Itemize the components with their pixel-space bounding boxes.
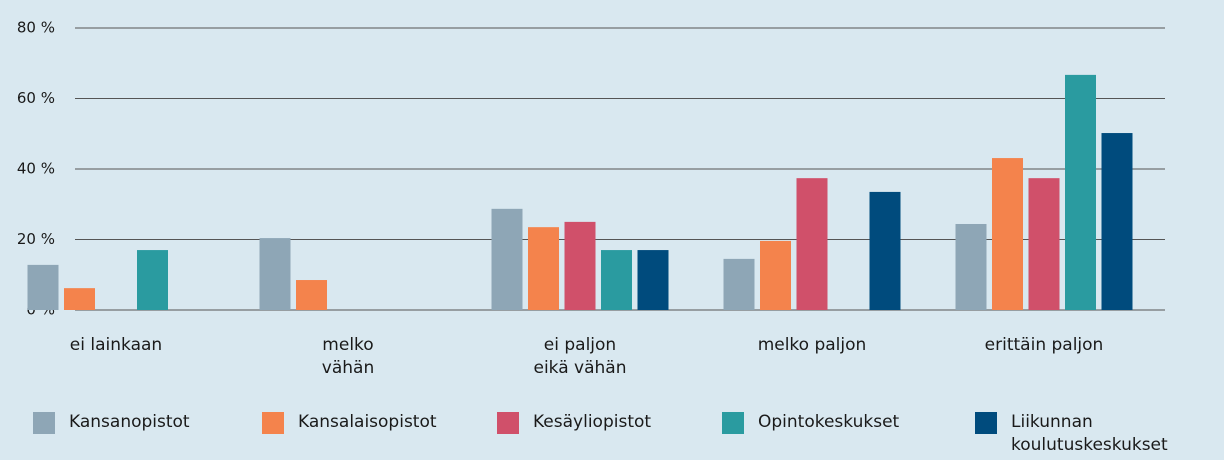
legend-swatch xyxy=(33,412,55,434)
bar xyxy=(760,240,791,310)
x-tick-label: melko vähän xyxy=(321,335,375,378)
bar xyxy=(259,238,291,310)
x-tick-label: erittäin paljon xyxy=(984,335,1104,355)
bar xyxy=(564,221,596,310)
legend-swatch xyxy=(262,412,284,434)
legend-swatch xyxy=(497,412,519,434)
bar xyxy=(528,227,559,310)
bar xyxy=(601,250,632,310)
legend-label: Kansalaisopistot xyxy=(298,412,437,432)
y-tick-label: 40 % xyxy=(17,160,55,178)
bar xyxy=(491,208,523,310)
legend-label: Liikunnan koulutuskeskukset xyxy=(1011,412,1168,455)
bar xyxy=(1065,74,1096,310)
legend-label: Kansanopistot xyxy=(69,412,190,432)
y-tick-label: 60 % xyxy=(17,89,55,107)
bar xyxy=(137,250,168,310)
bar xyxy=(296,280,327,310)
bar xyxy=(955,223,987,310)
bar xyxy=(1101,133,1133,310)
bar xyxy=(869,191,901,310)
bar xyxy=(27,264,59,310)
legend-swatch xyxy=(975,412,997,434)
x-tick-label: ei lainkaan xyxy=(69,335,163,355)
bar xyxy=(637,250,669,310)
y-tick-label: 20 % xyxy=(17,230,55,248)
bar xyxy=(796,178,828,310)
bar xyxy=(992,158,1023,310)
legend-label: Opintokeskukset xyxy=(758,412,900,432)
legend-swatch xyxy=(722,412,744,434)
bar xyxy=(1028,178,1060,310)
x-tick-label: melko paljon xyxy=(757,335,867,355)
x-tick-label: ei paljon eikä vähän xyxy=(533,335,627,378)
bar xyxy=(64,288,95,310)
y-tick-label: 80 % xyxy=(17,19,55,37)
bar xyxy=(723,258,755,310)
legend-label: Kesäyliopistot xyxy=(533,412,652,432)
